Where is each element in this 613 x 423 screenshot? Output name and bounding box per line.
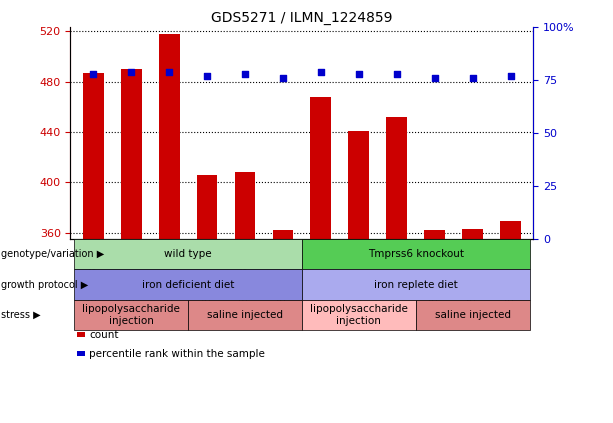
Text: saline injected: saline injected [435,310,511,320]
Point [468,75,478,82]
Point [126,69,136,75]
Point [164,69,174,75]
Bar [348,131,369,239]
Text: Tmprss6 knockout: Tmprss6 knockout [368,249,463,259]
Text: lipopolysaccharide
injection: lipopolysaccharide injection [310,304,408,326]
Point [202,73,212,80]
Bar [386,117,407,239]
Bar [121,69,142,239]
Bar [83,73,104,239]
Point [392,71,402,77]
Text: lipopolysaccharide
injection: lipopolysaccharide injection [82,304,180,326]
Bar [235,172,256,239]
Text: percentile rank within the sample: percentile rank within the sample [89,349,265,359]
Text: stress ▶: stress ▶ [1,310,41,320]
Bar [424,230,445,239]
Text: wild type: wild type [164,249,212,259]
Point [506,73,516,80]
Bar [197,175,218,239]
Point [240,71,250,77]
Point [88,71,98,77]
Bar [159,34,180,239]
Point [316,69,326,75]
Point [278,75,288,82]
Text: growth protocol ▶: growth protocol ▶ [1,280,88,290]
Bar [310,97,331,239]
Text: iron deficient diet: iron deficient diet [142,280,234,290]
Text: count: count [89,330,119,340]
Text: iron replete diet: iron replete diet [374,280,457,290]
Bar [500,221,521,239]
Bar [462,229,483,239]
Point [430,75,440,82]
Text: genotype/variation ▶: genotype/variation ▶ [1,249,104,259]
Title: GDS5271 / ILMN_1224859: GDS5271 / ILMN_1224859 [211,11,393,25]
Bar [273,230,294,239]
Point [354,71,364,77]
Text: saline injected: saline injected [207,310,283,320]
